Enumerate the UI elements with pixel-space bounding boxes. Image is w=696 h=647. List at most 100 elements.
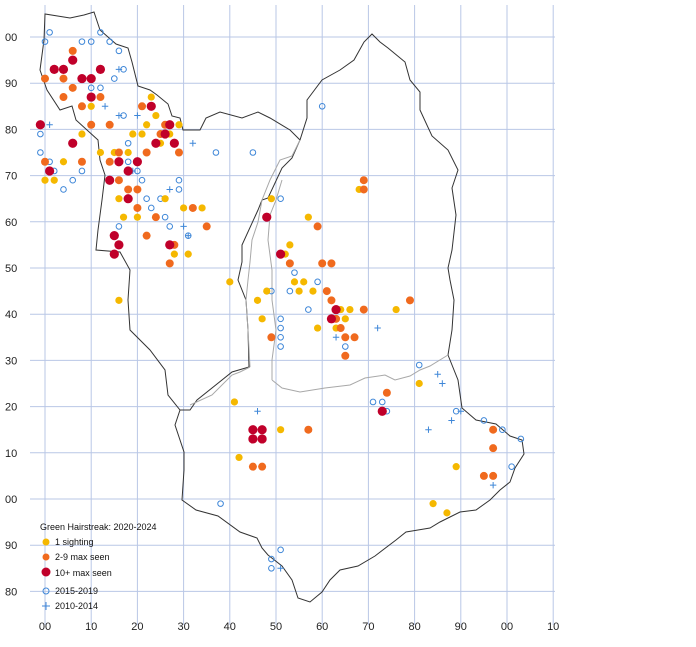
plus-2010-2014	[439, 380, 446, 387]
legend-symbol-2-9-max-seen	[42, 553, 50, 561]
dot-1-sighting	[161, 195, 169, 203]
ring-2015-2019	[166, 223, 174, 230]
dot-2-9-max-seen	[105, 120, 114, 129]
dot-2-9-max-seen	[142, 231, 151, 240]
dots-2010-2014	[46, 66, 497, 572]
ring-2015-2019	[175, 176, 183, 184]
dot-1-sighting	[50, 176, 58, 184]
dot-10-plus-max-seen	[86, 73, 96, 84]
dot-1-sighting	[304, 213, 312, 221]
y-tick-label: 60	[5, 217, 17, 229]
x-tick-label: 00	[39, 621, 51, 633]
ring-2015-2019	[480, 417, 488, 424]
dot-10-plus-max-seen	[95, 64, 106, 74]
ring-2015-2019	[268, 555, 275, 563]
dot-1-sighting	[119, 213, 128, 221]
dot-2-9-max-seen	[114, 176, 123, 185]
dot-10-plus-max-seen	[257, 434, 267, 444]
dots-2015-2019	[37, 29, 525, 572]
dot-2-9-max-seen	[114, 148, 123, 157]
dot-1-sighting	[286, 241, 294, 249]
dot-1-sighting	[295, 287, 303, 295]
ring-2015-2019	[60, 186, 67, 193]
x-tick-label: 40	[224, 621, 236, 633]
ring-2015-2019	[124, 139, 132, 147]
dot-2-9-max-seen	[202, 222, 211, 231]
y-tick-label: 30	[5, 355, 17, 367]
dot-2-9-max-seen	[267, 333, 276, 342]
legend-symbol-2015-2019	[42, 587, 50, 595]
ring-2015-2019	[499, 426, 506, 434]
ring-2015-2019	[508, 463, 515, 470]
dot-2-9-max-seen	[41, 157, 49, 166]
x-tick-label: 90	[455, 621, 467, 633]
dot-1-sighting	[452, 463, 460, 471]
legend-symbol-2010-2014	[42, 602, 50, 610]
dot-1-sighting	[41, 176, 49, 184]
ring-2015-2019	[124, 158, 132, 166]
plus-2010-2014	[166, 186, 173, 193]
county-boundary	[39, 11, 525, 603]
dot-1-sighting	[78, 130, 86, 138]
dot-2-9-max-seen	[96, 93, 105, 102]
dot-1-sighting	[170, 250, 178, 258]
legend-label-2015-2019: 2015-2019	[55, 586, 98, 596]
dot-1-sighting	[415, 379, 423, 388]
dot-2-9-max-seen	[489, 471, 498, 480]
dot-2-9-max-seen	[151, 213, 160, 222]
dot-10-plus-max-seen	[331, 304, 341, 315]
dot-1-sighting	[346, 305, 354, 314]
ring-2015-2019	[268, 565, 275, 572]
ring-2015-2019	[342, 343, 349, 350]
plus-2010-2014	[185, 232, 192, 239]
dot-1-sighting	[129, 130, 137, 138]
legend-label-2-9-max-seen: 2-9 max seen	[55, 552, 110, 562]
dot-2-9-max-seen	[285, 259, 294, 268]
plus-2010-2014	[489, 481, 497, 489]
dot-10-plus-max-seen	[132, 157, 142, 167]
dot-2-9-max-seen	[489, 444, 498, 453]
dot-1-sighting	[96, 148, 105, 157]
ring-2015-2019	[277, 315, 284, 323]
x-tick-label: 00	[501, 621, 513, 633]
ring-2015-2019	[249, 149, 257, 156]
dot-10-plus-max-seen	[35, 120, 45, 130]
ring-2015-2019	[120, 66, 127, 73]
dot-2-9-max-seen	[359, 176, 368, 185]
ring-2015-2019	[46, 29, 53, 36]
legend-label-10-plus-max-seen: 10+ max seen	[55, 568, 112, 578]
ring-2015-2019	[175, 186, 183, 193]
y-tick-label: 80	[5, 124, 17, 136]
ring-2015-2019	[147, 204, 155, 212]
dot-2-9-max-seen	[133, 203, 142, 212]
ring-2015-2019	[143, 195, 150, 202]
dot-1-sighting	[277, 426, 285, 434]
plus-2010-2014	[448, 417, 455, 424]
dot-1-sighting	[253, 296, 262, 304]
x-tick-label: 10	[547, 621, 559, 633]
ring-2015-2019	[115, 223, 123, 230]
ring-2015-2019	[318, 103, 326, 110]
dot-10-plus-max-seen	[169, 138, 179, 148]
dot-10-plus-max-seen	[123, 166, 133, 176]
ring-2015-2019	[277, 324, 284, 332]
legend-symbol-10-plus-max-seen	[41, 567, 51, 577]
dot-1-sighting	[180, 204, 188, 212]
dot-2-9-max-seen	[350, 333, 359, 342]
dot-10-plus-max-seen	[123, 194, 133, 204]
legend-symbol-1-sighting	[42, 538, 50, 546]
ring-2015-2019	[37, 149, 44, 156]
dot-1-sighting	[309, 287, 317, 295]
dot-2-9-max-seen	[479, 471, 488, 480]
ring-2015-2019	[184, 232, 192, 239]
dot-10-plus-max-seen	[257, 425, 267, 435]
plus-2010-2014	[254, 408, 261, 415]
dot-10-plus-max-seen	[160, 129, 170, 139]
dot-10-plus-max-seen	[86, 92, 96, 102]
plus-2010-2014	[277, 565, 284, 572]
y-tick-label: 50	[5, 263, 17, 275]
grid	[30, 5, 555, 625]
ring-2015-2019	[161, 213, 169, 221]
ring-2015-2019	[277, 195, 284, 202]
dot-10-plus-max-seen	[165, 240, 175, 250]
